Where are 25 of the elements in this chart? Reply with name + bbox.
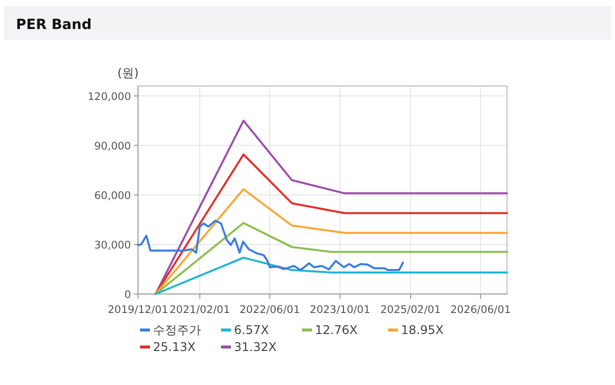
y-tick-label: 120,000 [88,90,131,103]
x-tick-label: 2026/06/01 [450,304,511,316]
x-tick-label: 2025/02/01 [380,304,441,316]
y-tick-label: 90,000 [94,140,131,152]
line-series [154,188,508,295]
y-tick-label: 30,000 [94,239,131,252]
legend-label: 수정주가 [153,323,201,337]
legend-label: 31.32X [234,340,277,354]
x-tick-label: 2023/10/01 [310,304,370,316]
legend-label: 18.95X [401,323,444,337]
legend-label: 25.13X [153,340,196,354]
line-series [137,220,404,272]
chart-title: PER Band [16,17,92,33]
x-tick-label: 2019/12/01 [108,304,168,316]
line-series [154,154,508,295]
legend-label: 12.76X [315,323,358,337]
line-series [154,256,508,295]
y-axis-title: (원) [117,66,139,80]
x-tick-label: 2021/02/01 [170,304,230,316]
y-tick-label: 0 [124,289,131,301]
x-tick-label: 2022/06/01 [239,304,300,316]
line-series [154,120,508,295]
y-tick-label: 60,000 [94,190,131,202]
line-series [154,222,508,295]
legend-label: 6.57X [234,323,269,337]
